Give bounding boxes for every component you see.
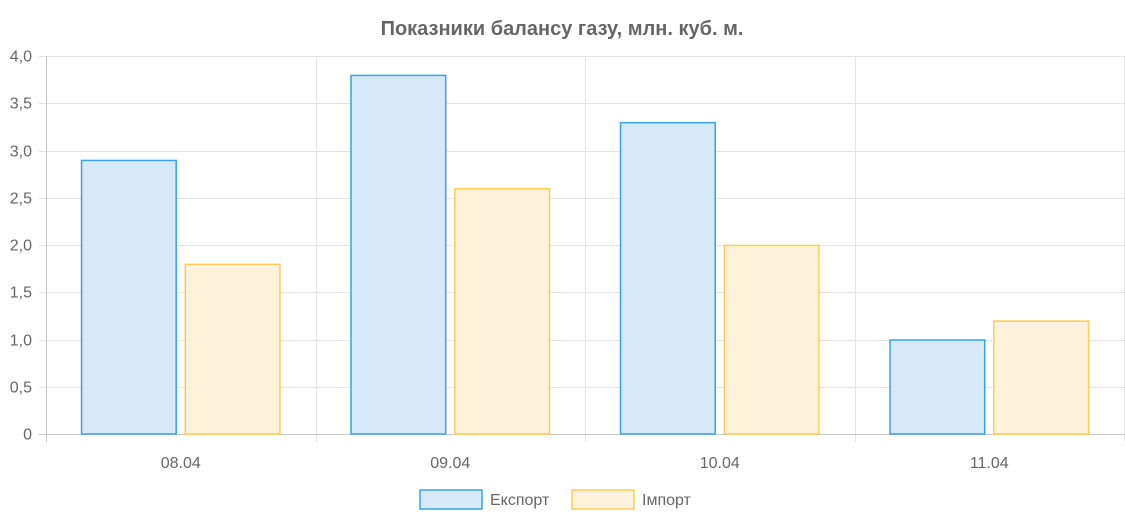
x-tick-label: 09.04: [430, 455, 470, 472]
y-axis: 0 0,5 1,0 1,5 2,0 2,5 3,0 3,5 4,0: [10, 49, 32, 444]
bar-import[interactable]: [993, 320, 1090, 435]
x-tick-label: 10.04: [700, 455, 740, 472]
bar-export[interactable]: [889, 339, 986, 435]
legend: Експорт Імпорт: [419, 489, 692, 510]
bar-export[interactable]: [619, 121, 716, 435]
bar-import[interactable]: [723, 244, 820, 435]
x-tick-label: 08.04: [161, 455, 201, 472]
y-tick-label: 3,5: [10, 96, 32, 113]
bar-import[interactable]: [184, 263, 281, 435]
bar-export[interactable]: [350, 74, 447, 435]
legend-swatch: [571, 489, 635, 510]
y-tick-label: 3,0: [10, 144, 32, 161]
bars-layer: [80, 74, 1090, 435]
y-tick-label: 0,5: [10, 380, 32, 397]
y-tick-label: 2,5: [10, 191, 32, 208]
y-tick-label: 1,0: [10, 333, 32, 350]
chart-title: Показники балансу газу, млн. куб. м.: [381, 18, 744, 40]
y-tick-label: 0: [23, 427, 32, 444]
legend-item-export[interactable]: Експорт: [419, 489, 550, 510]
legend-label: Експорт: [490, 492, 550, 509]
y-tick-label: 2,0: [10, 238, 32, 255]
legend-swatch: [419, 489, 483, 510]
legend-label: Імпорт: [642, 492, 692, 509]
legend-item-import[interactable]: Імпорт: [571, 489, 692, 510]
y-tick-label: 1,5: [10, 285, 32, 302]
bar-import[interactable]: [454, 188, 551, 435]
x-tick-label: 11.04: [970, 455, 1009, 472]
x-axis: 08.04 09.04 10.04 11.04: [39, 434, 1124, 472]
bar-export[interactable]: [80, 159, 177, 435]
y-tick-label: 4,0: [10, 49, 32, 66]
